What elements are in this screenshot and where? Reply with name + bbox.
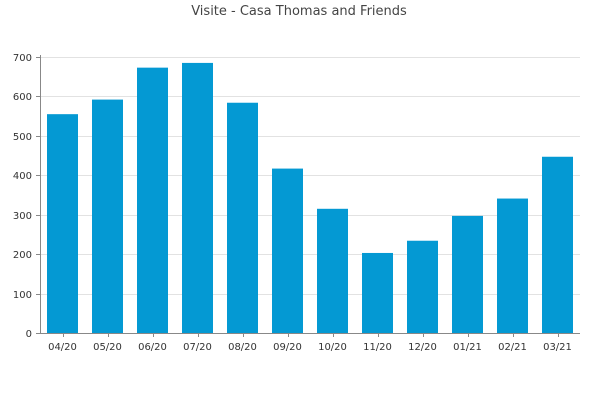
- y-tick-label: 400: [13, 171, 32, 182]
- x-tick-label: 07/20: [183, 342, 212, 353]
- y-tick-label: 600: [13, 92, 32, 103]
- bar-02-21: [497, 198, 528, 333]
- x-tick-label: 06/20: [138, 342, 167, 353]
- y-tick-label: 0: [26, 329, 32, 340]
- bars: [47, 62, 573, 334]
- x-tick-label: 02/21: [498, 342, 527, 353]
- x-tick-label: 05/20: [93, 342, 122, 353]
- x-tick-labels: 04/20 05/20 06/20 07/20 08/20 09/20 10/20 11/20…: [48, 342, 572, 353]
- bar-09-20: [272, 168, 303, 333]
- y-tick-label: 300: [13, 211, 32, 222]
- x-tick-label: 08/20: [228, 342, 257, 353]
- x-tick-label: 11/20: [363, 342, 392, 353]
- y-tick-label: 500: [13, 132, 32, 143]
- bar-07-20: [182, 62, 213, 334]
- bar-12-20: [407, 240, 438, 333]
- axes: [36, 55, 580, 337]
- x-tick-label: 09/20: [273, 342, 302, 353]
- x-tick-label: 04/20: [48, 342, 77, 353]
- bar-04-20: [47, 114, 78, 334]
- gridlines: [40, 57, 580, 295]
- bar-10-20: [317, 208, 348, 333]
- y-tick-label: 200: [13, 250, 32, 261]
- x-tick-label: 12/20: [408, 342, 437, 353]
- y-tick-label: 100: [13, 290, 32, 301]
- x-tick-label: 10/20: [318, 342, 347, 353]
- bar-08-20: [227, 102, 258, 333]
- bar-06-20: [137, 67, 168, 333]
- bar-11-20: [362, 252, 393, 333]
- chart-title: Visite - Casa Thomas and Friends: [191, 4, 407, 19]
- bar-03-21: [542, 156, 573, 333]
- x-tick-label: 01/21: [453, 342, 482, 353]
- bar-05-20: [92, 99, 123, 333]
- x-tick-label: 03/21: [543, 342, 572, 353]
- y-tick-label: 700: [13, 53, 32, 64]
- y-tick-labels: 0 100 200 300 400 500 600 700: [13, 53, 32, 340]
- bar-01-21: [452, 215, 483, 333]
